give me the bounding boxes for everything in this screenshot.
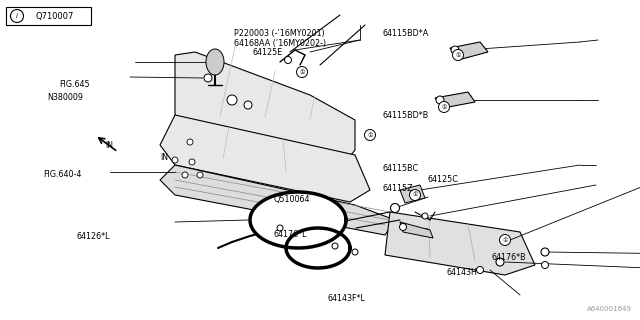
Circle shape — [390, 204, 399, 212]
Text: A640001649: A640001649 — [587, 306, 632, 312]
Circle shape — [296, 67, 307, 77]
Circle shape — [541, 261, 548, 268]
Text: FIG.645: FIG.645 — [59, 80, 90, 89]
Text: IN: IN — [106, 141, 114, 150]
Text: FIG.640-4: FIG.640-4 — [44, 170, 82, 179]
Circle shape — [187, 139, 193, 145]
Text: N380009: N380009 — [47, 93, 83, 102]
Circle shape — [197, 172, 203, 178]
Circle shape — [499, 235, 511, 245]
Circle shape — [365, 130, 376, 140]
Text: 64115BD*B: 64115BD*B — [383, 111, 429, 120]
Circle shape — [451, 46, 459, 54]
Text: 64168AA (’16MY0202-): 64168AA (’16MY0202-) — [234, 39, 326, 48]
Polygon shape — [160, 115, 370, 202]
Text: 64176*B: 64176*B — [492, 253, 526, 262]
Circle shape — [182, 172, 188, 178]
Text: ①: ① — [502, 237, 508, 243]
Text: 64176*L: 64176*L — [274, 230, 307, 239]
Circle shape — [438, 101, 449, 113]
Circle shape — [477, 267, 483, 274]
Circle shape — [422, 213, 428, 219]
Circle shape — [496, 258, 504, 266]
Text: IN: IN — [160, 153, 168, 162]
Text: 64115Z: 64115Z — [383, 184, 413, 193]
Polygon shape — [286, 228, 350, 268]
Polygon shape — [385, 212, 535, 275]
Text: ①: ① — [455, 52, 461, 58]
Circle shape — [172, 157, 178, 163]
Circle shape — [227, 95, 237, 105]
Text: 64125E: 64125E — [253, 48, 283, 57]
Text: 64115BD*A: 64115BD*A — [383, 29, 429, 38]
Circle shape — [204, 74, 212, 82]
Polygon shape — [400, 222, 433, 238]
Circle shape — [332, 243, 338, 249]
Circle shape — [399, 223, 406, 230]
Polygon shape — [400, 185, 425, 203]
Polygon shape — [435, 92, 475, 108]
Circle shape — [352, 249, 358, 255]
Text: 64143H: 64143H — [447, 268, 477, 277]
Circle shape — [277, 225, 283, 231]
Circle shape — [244, 101, 252, 109]
Text: ①: ① — [299, 69, 305, 75]
Polygon shape — [250, 192, 346, 248]
Text: i: i — [16, 13, 18, 19]
Text: ①: ① — [367, 132, 373, 138]
FancyBboxPatch shape — [6, 7, 91, 25]
Circle shape — [285, 57, 291, 63]
Polygon shape — [160, 165, 395, 235]
Circle shape — [541, 248, 549, 256]
Circle shape — [189, 159, 195, 165]
Text: 64143F*L: 64143F*L — [328, 294, 365, 303]
Circle shape — [436, 96, 444, 104]
Polygon shape — [175, 52, 355, 175]
Text: 64126*L: 64126*L — [77, 232, 110, 241]
Polygon shape — [450, 42, 488, 60]
Circle shape — [452, 50, 463, 60]
Text: Q710007: Q710007 — [36, 12, 74, 20]
Text: ①: ① — [412, 193, 418, 197]
Text: P220003 (-’16MY0201): P220003 (-’16MY0201) — [234, 29, 324, 38]
Circle shape — [410, 189, 420, 201]
Text: 64125C: 64125C — [428, 175, 458, 184]
Text: Q510064: Q510064 — [274, 195, 310, 204]
Circle shape — [10, 10, 24, 22]
Polygon shape — [206, 49, 224, 75]
Text: ①: ① — [441, 105, 447, 109]
Text: 64115BC: 64115BC — [383, 164, 419, 172]
